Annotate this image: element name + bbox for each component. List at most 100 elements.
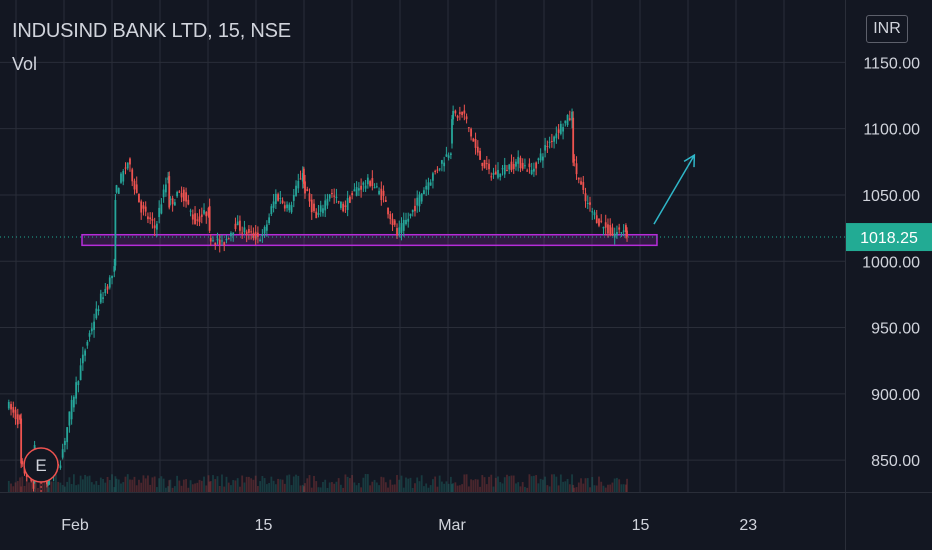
candle-body <box>458 112 461 114</box>
volume-bar <box>572 484 575 492</box>
volume-bar <box>340 484 342 492</box>
volume-bar <box>441 481 443 492</box>
volume-bar <box>21 476 24 492</box>
candle-body <box>61 449 64 458</box>
candle-body <box>593 212 596 216</box>
volume-bar <box>512 475 515 492</box>
candle-body <box>351 193 354 196</box>
volume-bar <box>265 484 268 492</box>
volume-bar <box>236 478 239 492</box>
volume-bar <box>454 482 457 492</box>
candle-body <box>252 233 255 238</box>
candle-body <box>310 199 313 213</box>
candle-body <box>274 193 277 204</box>
volume-bar <box>57 481 60 492</box>
volume-bar <box>508 476 511 492</box>
candle-body <box>479 150 481 160</box>
candle-body <box>135 184 138 193</box>
symbol-title[interactable]: INDUSIND BANK LTD, 15, NSE <box>12 20 291 42</box>
candle-body <box>292 194 295 201</box>
volume-bar <box>591 477 594 492</box>
volume-bar <box>299 485 302 492</box>
volume-bar <box>138 479 140 492</box>
support-zone-rectangle[interactable] <box>81 233 658 247</box>
volume-bar <box>319 487 322 492</box>
volume-bar <box>37 487 39 492</box>
candle-body <box>375 186 378 188</box>
candle-body <box>133 180 136 190</box>
candle-body <box>432 173 434 181</box>
candle-body <box>544 145 547 151</box>
candle-body <box>429 182 432 186</box>
candle-body <box>416 197 419 206</box>
earnings-marker-icon[interactable] <box>23 447 59 483</box>
volume-bar <box>515 483 517 492</box>
candle-body <box>79 365 82 381</box>
volume-bar <box>328 482 331 492</box>
last-price-label[interactable]: 1018.25 <box>860 230 918 247</box>
volume-bars <box>7 474 628 492</box>
volume-bar <box>158 478 161 492</box>
candle-body <box>48 477 51 485</box>
volume-bar <box>530 476 533 492</box>
volume-bar <box>357 482 360 492</box>
projection-arrowhead-icon[interactable] <box>683 153 696 168</box>
candle-body <box>286 204 288 209</box>
projection-arrow-line[interactable] <box>653 154 696 225</box>
price-tick-label: 950.00 <box>871 321 920 338</box>
volume-bar <box>23 485 26 492</box>
price-tick-label: 850.00 <box>871 453 920 470</box>
candle-body <box>366 177 369 185</box>
candle-body <box>66 427 69 443</box>
candle-body <box>149 217 152 220</box>
volume-bar <box>102 479 104 492</box>
candle-body <box>355 187 358 196</box>
candle-body <box>562 127 564 132</box>
volume-bar <box>33 481 36 492</box>
candle-body <box>438 168 441 170</box>
candle-body <box>411 209 414 213</box>
volume-bar <box>313 475 315 492</box>
volume-bar <box>10 483 12 492</box>
candle-body <box>541 156 544 161</box>
volume-bar <box>620 484 623 492</box>
volume-bar <box>256 486 259 492</box>
candle-body <box>64 440 66 446</box>
volume-bar <box>124 476 127 492</box>
last-price-badge[interactable] <box>846 223 932 252</box>
candle-body <box>391 218 394 226</box>
time-tick-label: 23 <box>739 517 757 534</box>
candle-body <box>591 211 594 213</box>
volume-bar <box>214 479 217 492</box>
volume-bar <box>117 479 120 492</box>
volume-bar <box>99 477 102 492</box>
volume-bar <box>268 483 271 492</box>
volume-bar <box>414 483 416 492</box>
candlestick-series <box>7 104 628 492</box>
volume-bar <box>546 485 549 492</box>
volume-bar <box>200 480 203 492</box>
candle-body <box>315 211 318 219</box>
candle-body <box>521 162 524 169</box>
volume-bar <box>396 475 398 492</box>
candle-body <box>129 158 131 165</box>
volume-bar <box>180 485 183 492</box>
candle-body <box>144 206 147 212</box>
volume-bar <box>288 474 291 492</box>
earnings-marker-label[interactable]: E <box>35 456 46 475</box>
candle-body <box>236 221 239 226</box>
support-zone-layer[interactable] <box>81 233 658 247</box>
candle-body <box>414 205 416 212</box>
candle-body <box>162 189 165 198</box>
candle-body <box>443 162 446 167</box>
volume-bar <box>494 477 497 492</box>
volume-bar <box>571 474 573 492</box>
volume-indicator-label[interactable]: Vol <box>12 54 38 74</box>
currency-button[interactable]: INR <box>866 15 908 43</box>
volume-bar <box>559 474 562 492</box>
candle-body <box>97 309 100 311</box>
volume-bar <box>344 474 347 492</box>
volume-bar <box>577 482 580 492</box>
annotation-layer[interactable]: E <box>0 153 845 492</box>
